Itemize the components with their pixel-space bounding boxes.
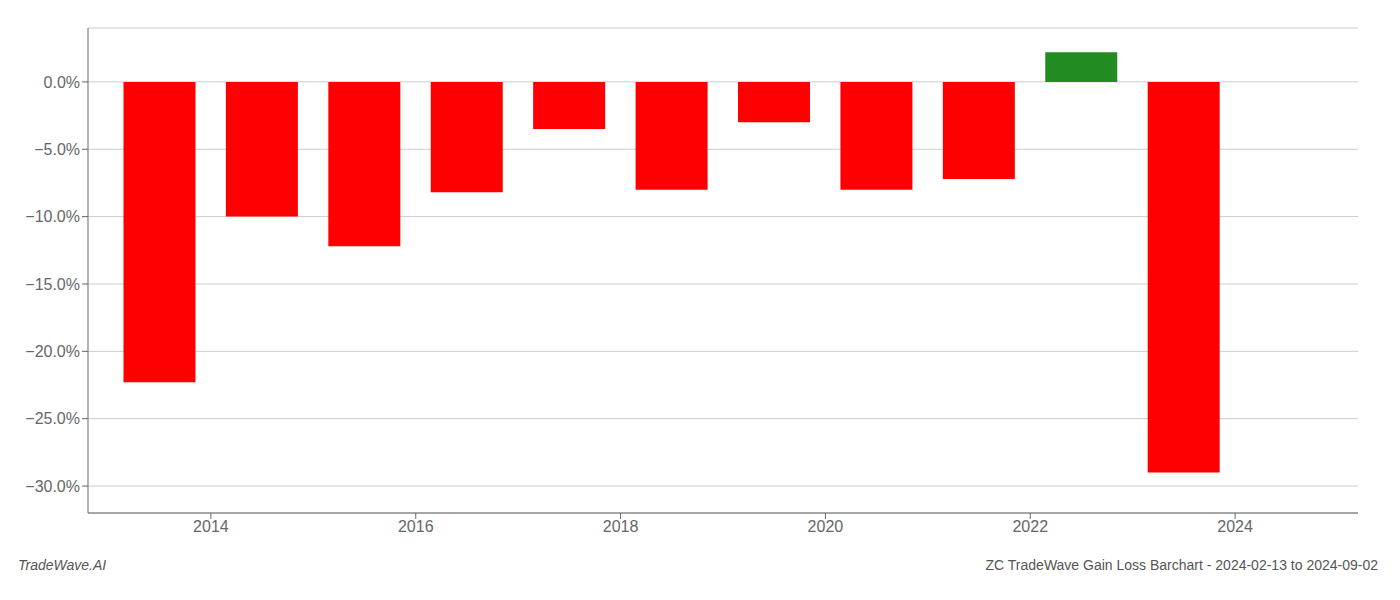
svg-text:−20.0%: −20.0% xyxy=(25,343,80,360)
svg-text:−30.0%: −30.0% xyxy=(25,478,80,495)
svg-text:2018: 2018 xyxy=(603,518,639,535)
svg-text:−25.0%: −25.0% xyxy=(25,410,80,427)
svg-text:2024: 2024 xyxy=(1217,518,1253,535)
svg-text:2016: 2016 xyxy=(398,518,434,535)
html-text:ZC TradeWave Gain Loss Barchar: ZC TradeWave Gain Loss Barchart - 2024-0… xyxy=(985,557,1378,573)
svg-text:2022: 2022 xyxy=(1012,518,1048,535)
svg-text:−15.0%: −15.0% xyxy=(25,276,80,293)
svg-text:−5.0%: −5.0% xyxy=(34,141,80,158)
svg-text:0.0%: 0.0% xyxy=(44,74,80,91)
svg-text:−10.0%: −10.0% xyxy=(25,208,80,225)
svg-text:2020: 2020 xyxy=(808,518,844,535)
html-text:TradeWave.AI: TradeWave.AI xyxy=(18,557,107,573)
svg-text:2014: 2014 xyxy=(193,518,229,535)
